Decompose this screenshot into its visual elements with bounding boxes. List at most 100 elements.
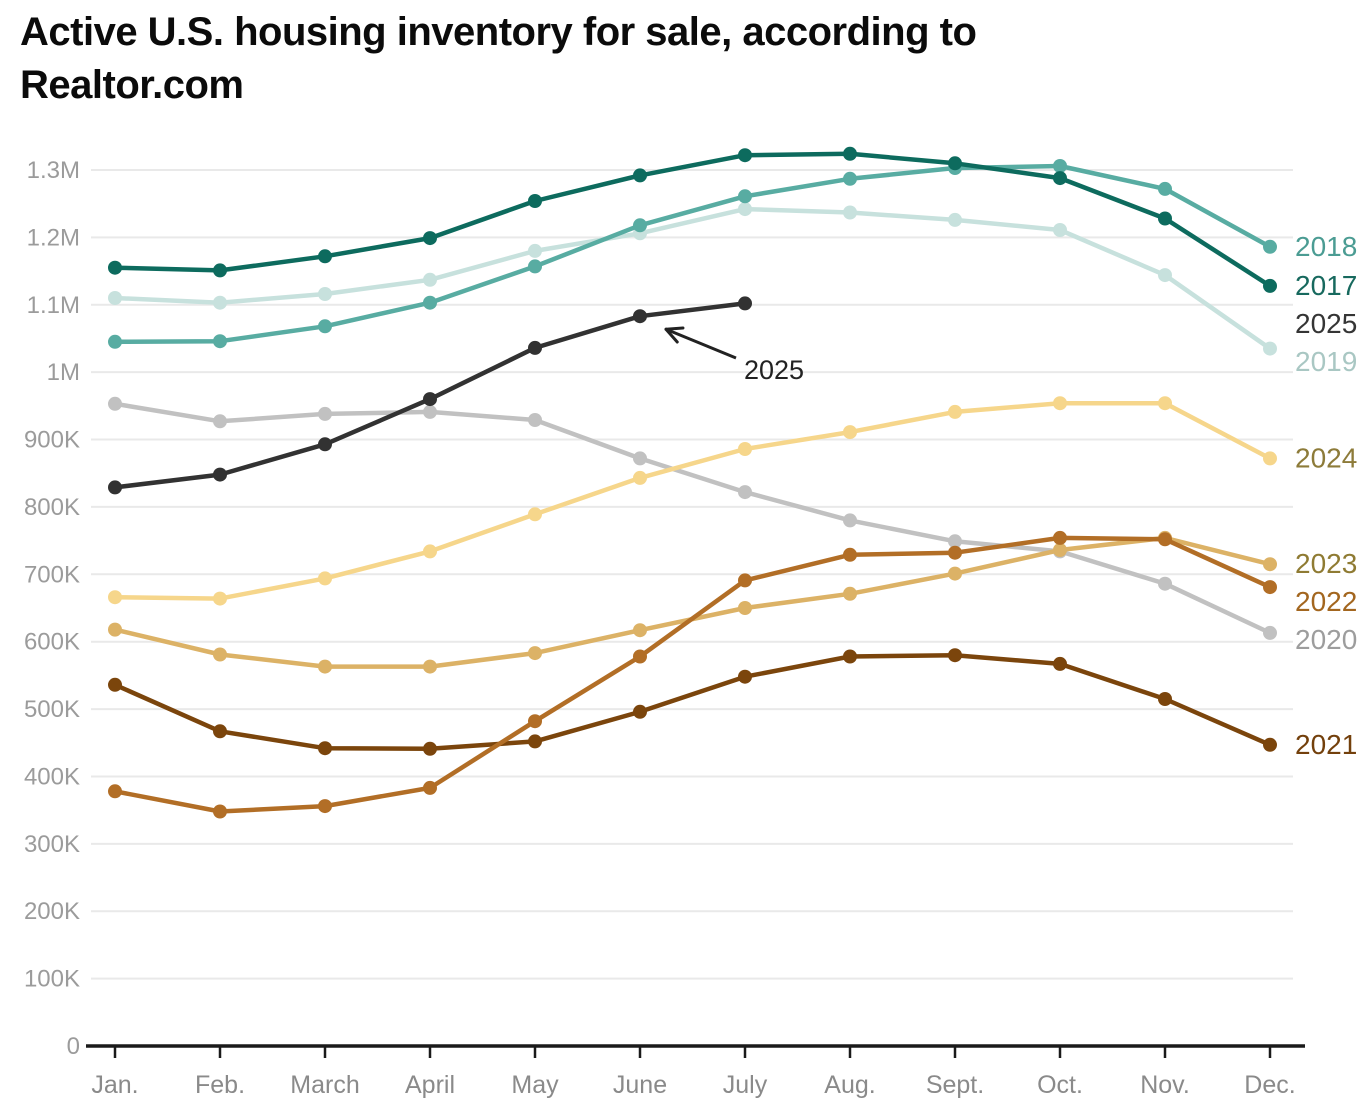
series-label-2018: 2018 <box>1295 231 1357 262</box>
data-point-2020-Jan. <box>108 396 122 411</box>
data-point-2021-March <box>318 741 332 756</box>
data-point-2023-Dec. <box>1263 557 1277 572</box>
x-tick-label: Jan. <box>91 1071 138 1099</box>
annotation-2025: 2025 <box>664 326 804 385</box>
series-2022 <box>108 530 1277 819</box>
data-point-2021-Sept. <box>948 648 962 663</box>
data-point-2020-Feb. <box>213 414 227 429</box>
data-point-2020-Aug. <box>843 513 857 528</box>
series-2020 <box>108 396 1277 640</box>
data-point-2023-Jan. <box>108 622 122 637</box>
data-point-2023-Sept. <box>948 566 962 581</box>
data-point-2019-Nov. <box>1158 268 1172 283</box>
data-point-2018-Aug. <box>843 171 857 186</box>
series-line-2019 <box>112 206 1273 351</box>
series-label-2020: 2020 <box>1295 624 1357 655</box>
series-2021 <box>108 648 1277 756</box>
data-point-2020-July <box>738 485 752 500</box>
data-point-2019-Sept. <box>948 212 962 227</box>
data-point-2021-Aug. <box>843 649 857 664</box>
data-point-2024-Dec. <box>1263 451 1277 466</box>
annotation-arrow <box>665 327 737 360</box>
y-tick-label: 100K <box>24 966 80 993</box>
x-tick-label: Sept. <box>926 1071 984 1099</box>
data-point-2019-Jan. <box>108 291 122 305</box>
data-point-2023-April <box>423 659 437 674</box>
data-point-2020-June <box>633 451 647 466</box>
data-point-2025-Feb. <box>213 467 227 482</box>
data-point-2021-July <box>738 669 752 684</box>
data-point-2018-Feb. <box>213 334 227 349</box>
data-point-2025-March <box>318 437 332 452</box>
x-tick-label: April <box>405 1071 455 1099</box>
data-point-2020-Sept. <box>948 534 962 549</box>
data-point-2024-May <box>528 507 542 522</box>
y-tick-label: 300K <box>24 831 80 858</box>
series-line-2024 <box>112 400 1273 601</box>
data-point-2022-Aug. <box>843 547 857 562</box>
data-point-2017-Sept. <box>948 156 962 171</box>
data-point-2021-Oct. <box>1053 656 1067 671</box>
data-point-2020-April <box>423 404 437 419</box>
data-point-2022-April <box>423 780 437 795</box>
data-point-2017-May <box>528 194 542 208</box>
data-point-2018-July <box>738 189 752 204</box>
data-point-2024-Aug. <box>843 425 857 440</box>
data-point-2017-Nov. <box>1158 211 1172 226</box>
series-label-2022: 2022 <box>1295 586 1357 617</box>
y-tick-label: 1.1M <box>27 292 80 319</box>
series-line-2018 <box>112 163 1273 345</box>
data-point-2017-Aug. <box>843 146 857 161</box>
y-tick-label: 400K <box>24 763 80 790</box>
data-point-2018-May <box>528 259 542 274</box>
data-point-2024-June <box>633 470 647 485</box>
data-point-2017-Oct. <box>1053 171 1067 186</box>
data-point-2025-Jan. <box>108 480 122 495</box>
data-point-2018-Dec. <box>1263 239 1277 254</box>
data-point-2017-April <box>423 231 437 246</box>
data-point-2022-Jan. <box>108 784 122 799</box>
data-point-2017-Feb. <box>213 263 227 278</box>
series-label-2023: 2023 <box>1295 548 1357 579</box>
y-tick-label: 0 <box>67 1033 80 1060</box>
data-point-2017-July <box>738 148 752 163</box>
data-point-2024-Sept. <box>948 404 962 419</box>
x-tick-label: Oct. <box>1037 1071 1083 1099</box>
data-point-2021-Dec. <box>1263 737 1277 752</box>
annotation-label: 2025 <box>744 355 804 385</box>
data-point-2024-Feb. <box>213 591 227 606</box>
series-label-2019: 2019 <box>1295 346 1357 377</box>
series-line-2022 <box>112 535 1273 814</box>
series-2023 <box>108 530 1277 674</box>
data-point-2023-July <box>738 601 752 615</box>
data-point-2018-March <box>318 319 332 334</box>
y-tick-label: 600K <box>24 629 80 656</box>
data-point-2019-Feb. <box>213 295 227 310</box>
data-point-2024-March <box>318 571 332 586</box>
data-point-2022-Feb. <box>213 804 227 819</box>
data-point-2021-Feb. <box>213 724 227 739</box>
y-tick-label: 700K <box>24 561 80 588</box>
data-point-2019-Oct. <box>1053 223 1067 237</box>
data-point-2023-June <box>633 623 647 638</box>
series-label-2025: 2025 <box>1295 308 1357 339</box>
data-point-2017-Dec. <box>1263 278 1277 293</box>
data-point-2025-July <box>738 296 752 311</box>
data-point-2022-Nov. <box>1158 532 1172 547</box>
data-point-2020-Dec. <box>1263 625 1277 640</box>
series-line-2017 <box>112 151 1273 289</box>
series-2025 <box>108 296 752 495</box>
annotation-arrowhead <box>664 327 679 344</box>
data-point-2018-June <box>633 218 647 233</box>
y-tick-label: 1.2M <box>27 224 80 251</box>
data-point-2022-Oct. <box>1053 530 1067 545</box>
data-point-2023-Aug. <box>843 586 857 601</box>
data-point-2018-Jan. <box>108 334 122 349</box>
series-label-2021: 2021 <box>1295 729 1357 760</box>
y-tick-label: 500K <box>24 696 80 723</box>
x-tick-label: March <box>290 1071 359 1099</box>
x-tick-label: Aug. <box>824 1071 875 1099</box>
series-2018 <box>108 159 1277 349</box>
data-point-2021-Nov. <box>1158 692 1172 706</box>
